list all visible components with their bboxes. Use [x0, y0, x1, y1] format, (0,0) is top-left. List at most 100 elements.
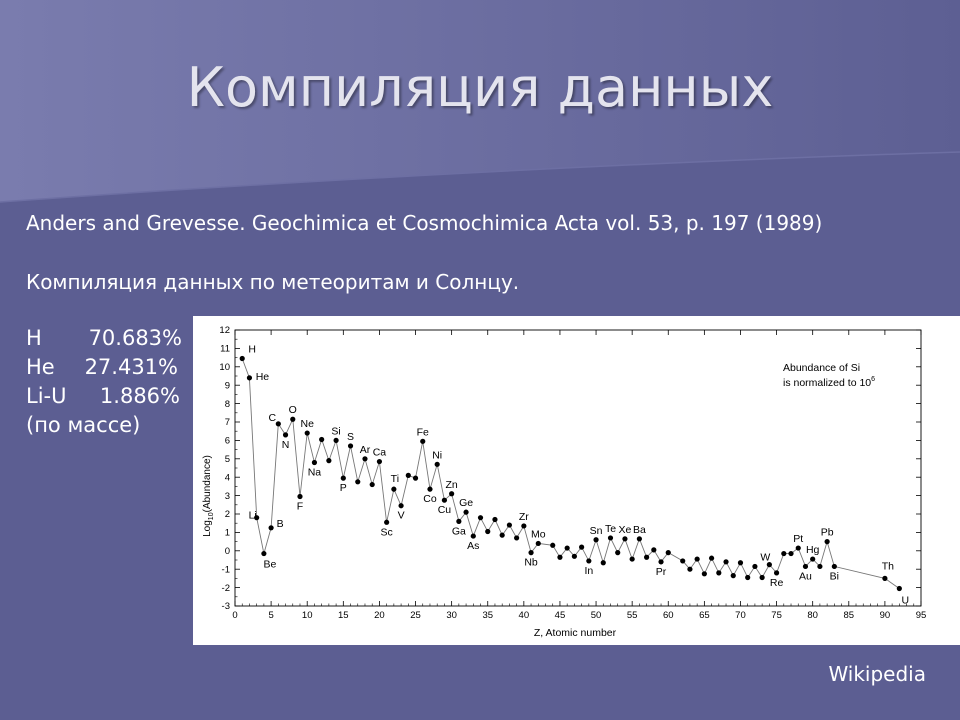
x-tick-label: 40: [519, 610, 530, 621]
element-label: Ge: [459, 497, 473, 509]
element-label: Ba: [633, 524, 646, 536]
element-label: Si: [331, 425, 340, 437]
data-point: [369, 481, 375, 488]
element-label: Mo: [531, 528, 546, 540]
data-point: [376, 458, 383, 465]
x-tick-label: 20: [374, 610, 385, 621]
slide-title: Компиляция данных: [186, 56, 774, 119]
x-tick-label: 60: [663, 610, 674, 621]
series-line: [241, 358, 900, 589]
element-label: S: [347, 431, 354, 443]
y-tick-label: 3: [225, 491, 230, 502]
data-point: [600, 560, 606, 566]
element-percent: 1.886%: [99, 384, 180, 408]
reference-text: Anders and Grevesse. Geochimica et Cosmo…: [26, 211, 823, 235]
data-point: [636, 536, 642, 542]
data-point: [752, 563, 758, 570]
data-point: [290, 416, 296, 422]
x-tick-label: 70: [735, 610, 746, 621]
element-label: Ne: [300, 418, 314, 430]
x-tick-label: 25: [410, 610, 421, 621]
data-point: [246, 375, 253, 381]
y-tick-label: 9: [225, 380, 230, 391]
element-label: Pr: [656, 566, 667, 578]
element-label: In: [584, 565, 593, 577]
data-point: [615, 550, 621, 556]
element-label: Re: [770, 577, 784, 589]
data-point: [781, 550, 787, 557]
element-label: Te: [605, 523, 616, 535]
x-tick-label: 45: [555, 610, 566, 621]
chart-annotation-line-1: Abundance of Si: [783, 362, 860, 374]
data-point: [571, 553, 577, 559]
data-point: [579, 544, 585, 550]
data-point: [311, 459, 318, 466]
x-tick-label: 65: [699, 610, 710, 621]
data-point: [708, 555, 715, 561]
element-label: Zn: [445, 479, 457, 491]
element-label: Au: [799, 570, 812, 582]
element-label: Pb: [821, 527, 834, 539]
data-point: [275, 421, 281, 427]
element-label: U: [902, 595, 910, 607]
data-point: [362, 456, 368, 462]
element-label: Li-U: [26, 384, 67, 408]
data-point: [449, 491, 455, 497]
element-label: F: [297, 501, 303, 513]
data-point: [506, 522, 512, 528]
y-tick-label: -1: [222, 564, 230, 575]
element-label: Be: [263, 559, 276, 571]
element-label: Fe: [417, 426, 429, 438]
data-point: [261, 550, 267, 557]
data-point: [412, 475, 419, 481]
x-tick-label: 55: [627, 610, 638, 621]
element-label: H: [26, 326, 42, 350]
x-tick-label: 35: [482, 610, 493, 621]
element-label: Co: [423, 493, 437, 505]
composition-row-li-u: Li-U 1.886%: [26, 384, 180, 410]
data-points: [239, 355, 902, 592]
composition-row-h: H 70.683%: [26, 326, 182, 352]
x-tick-label: 15: [338, 610, 349, 621]
element-label: C: [269, 412, 277, 424]
data-point: [398, 503, 404, 509]
y-tick-label: 1: [225, 528, 230, 539]
data-point: [557, 554, 563, 560]
y-tick-label: -2: [222, 583, 230, 594]
data-point: [824, 539, 830, 545]
x-tick-label: 75: [771, 610, 782, 621]
element-label: B: [277, 518, 284, 530]
subtitle-text: Компиляция данных по метеоритам и Солнцу…: [26, 270, 520, 294]
data-point: [463, 509, 469, 515]
y-tick-label: 10: [219, 362, 230, 373]
data-point: [499, 532, 505, 538]
data-point: [607, 535, 614, 541]
data-point: [622, 536, 628, 542]
data-point: [665, 550, 671, 556]
element-label: Ar: [360, 444, 371, 456]
element-label: N: [282, 439, 290, 451]
data-point: [340, 475, 346, 481]
element-percent: 27.431%: [84, 355, 178, 379]
x-tick-label: 0: [232, 610, 237, 621]
data-point: [564, 545, 570, 551]
data-point: [593, 537, 599, 543]
element-label: He: [26, 355, 55, 379]
data-point: [773, 570, 780, 576]
data-point: [802, 563, 809, 570]
chart-panel: 0 5 10 15 20 25 30 35 40 45 50 55 60 65 70 75 80 85 90 95 -3…: [193, 316, 960, 645]
element-label: W: [760, 552, 770, 564]
data-point: [434, 461, 440, 467]
source-credit: Wikipedia: [828, 662, 926, 686]
y-tick-label: 0: [225, 546, 230, 557]
data-point: [355, 479, 361, 485]
element-label: Cu: [438, 504, 452, 516]
data-point: [391, 486, 397, 492]
data-point: [759, 574, 765, 581]
data-point: [658, 559, 664, 565]
x-axis-label: Z, Atomic number: [534, 627, 617, 639]
data-point: [680, 558, 686, 564]
element-label: H: [248, 344, 256, 356]
data-point: [528, 550, 534, 556]
element-label: Hg: [806, 544, 820, 556]
